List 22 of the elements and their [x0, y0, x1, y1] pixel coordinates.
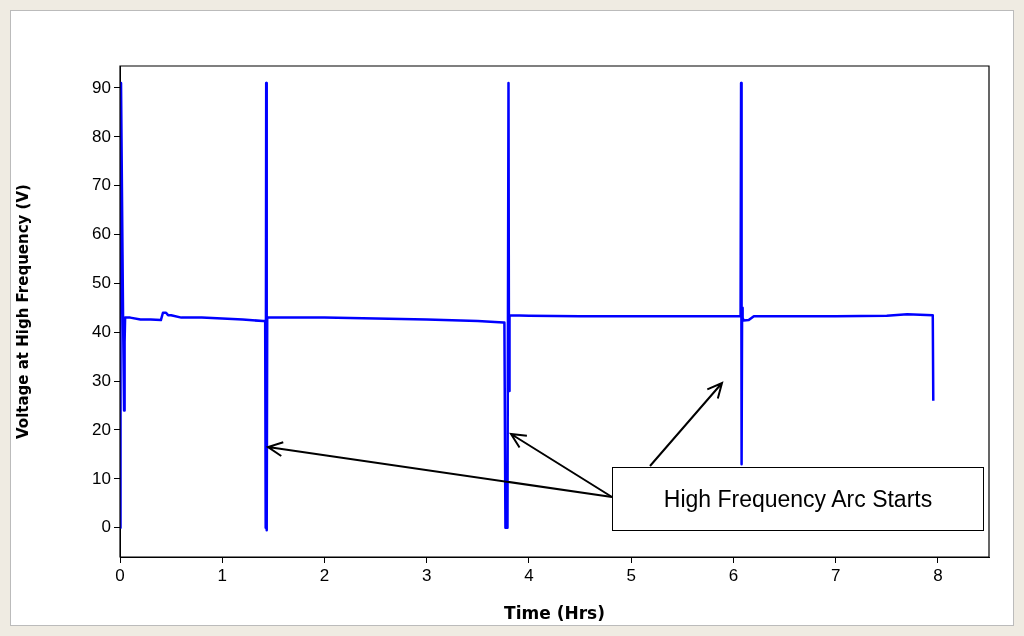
- x-tick-label: 2: [319, 565, 330, 585]
- y-tick-label: 50: [92, 273, 111, 293]
- y-tick-label: 70: [92, 175, 111, 195]
- x-tick-label: 0: [115, 565, 125, 585]
- y-tick-label: 90: [92, 77, 111, 97]
- y-tick-label: 10: [92, 468, 111, 488]
- x-tick-label: 6: [728, 565, 739, 585]
- x-tick-label: 7: [830, 565, 841, 585]
- x-tick-label: 3: [421, 565, 432, 585]
- x-tick-label: 8: [933, 565, 943, 585]
- y-tick-label: 80: [92, 126, 111, 146]
- y-tick-label: 0: [101, 517, 111, 537]
- callout-box: High Frequency Arc Starts: [612, 467, 984, 531]
- x-tick-label: 1: [217, 565, 227, 585]
- y-tick-label: 40: [92, 321, 111, 341]
- y-axis-title: Voltage at High Frequency (V): [13, 184, 32, 439]
- y-tick-label: 30: [92, 370, 111, 390]
- y-tick-label: 60: [92, 224, 111, 244]
- x-axis-title: Time (Hrs): [504, 603, 605, 624]
- x-tick-label: 4: [524, 565, 534, 585]
- y-tick-label: 20: [92, 419, 111, 439]
- x-tick-label: 5: [626, 565, 636, 585]
